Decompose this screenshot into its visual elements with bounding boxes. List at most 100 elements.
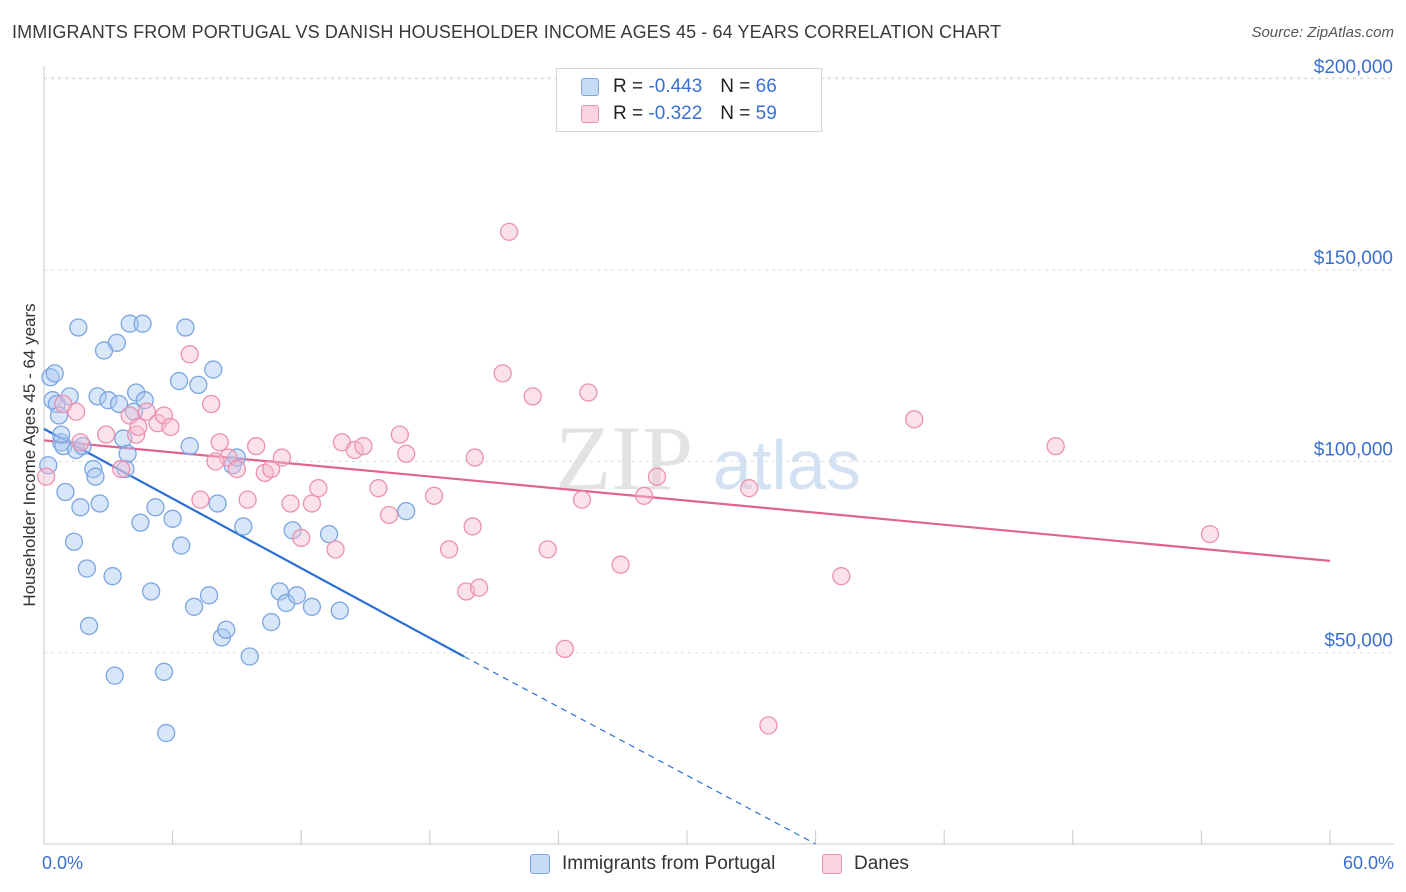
data-point-portugal <box>120 314 139 333</box>
data-point-danes <box>611 555 630 574</box>
data-point-portugal <box>184 597 204 616</box>
legend-swatch-portugal-bottom <box>530 854 550 874</box>
data-point-danes <box>180 345 199 364</box>
y-tick-labels: $50,000 $100,000 $150,000 $200,000 <box>1314 57 1393 652</box>
y-tick-label: $100,000 <box>1314 439 1393 460</box>
data-point-danes <box>424 486 444 505</box>
data-point-portugal <box>319 524 339 544</box>
legend-swatch-danes-bottom <box>822 854 842 874</box>
data-point-danes <box>634 486 654 505</box>
data-point-portugal <box>217 620 236 639</box>
y-tick-label: $200,000 <box>1314 57 1393 78</box>
data-point-portugal <box>208 494 227 513</box>
data-point-portugal <box>330 601 349 620</box>
data-point-portugal <box>154 662 174 681</box>
data-point-danes <box>379 505 399 525</box>
data-point-portugal <box>118 444 137 463</box>
legend-item-danes[interactable]: Danes <box>822 852 909 876</box>
data-point-portugal <box>103 567 122 586</box>
legend-item-portugal[interactable]: Immigrants from Portugal <box>530 852 775 876</box>
y-axis-label: Householder Income Ages 45 - 64 years <box>20 303 39 607</box>
data-point-danes <box>262 459 281 479</box>
data-point-danes <box>523 387 542 406</box>
data-point-portugal <box>146 498 165 517</box>
data-point-portugal <box>105 666 124 685</box>
data-point-danes <box>137 402 157 421</box>
data-point-portugal <box>116 459 135 479</box>
data-point-danes <box>1200 524 1220 544</box>
x-axis-min-label: 0.0% <box>42 853 84 873</box>
data-point-portugal <box>77 559 97 578</box>
data-point-danes <box>71 433 90 452</box>
data-point-danes <box>579 383 598 402</box>
data-point-portugal <box>88 387 107 406</box>
data-point-portugal <box>234 517 253 536</box>
data-point-danes <box>390 425 409 444</box>
data-point-portugal <box>172 536 191 555</box>
data-point-portugal <box>71 498 90 517</box>
data-point-danes <box>439 540 459 559</box>
data-point-portugal <box>131 513 150 532</box>
data-point-danes <box>463 517 482 536</box>
data-point-portugal <box>176 318 195 337</box>
data-point-portugal <box>86 467 105 486</box>
data-point-danes <box>154 406 174 425</box>
trend-lines <box>43 427 1331 845</box>
y-tick-label: $50,000 <box>1324 631 1393 652</box>
correlation-legend: R = -0.443 N = 66 R = -0.322 N = 59 <box>556 68 822 132</box>
data-point-danes <box>281 494 300 513</box>
watermark-atlas: atlas <box>713 426 861 504</box>
trend-line-portugal <box>43 427 465 658</box>
data-point-portugal <box>56 482 75 502</box>
legend-row-danes: R = -0.322 N = 59 <box>581 102 777 126</box>
data-point-danes <box>1046 436 1065 456</box>
data-point-danes <box>345 440 364 460</box>
trend-line-danes <box>43 439 1331 562</box>
data-point-portugal <box>240 647 259 666</box>
data-point-portugal <box>302 597 322 616</box>
data-point-danes <box>647 467 667 486</box>
legend-swatch-danes <box>581 105 599 123</box>
data-point-portugal <box>133 314 152 333</box>
data-point-danes <box>905 410 924 429</box>
data-point-danes <box>369 479 388 498</box>
legend-r-label: R = <box>613 103 644 124</box>
data-point-portugal <box>287 586 307 605</box>
data-point-danes <box>202 394 221 414</box>
data-point-danes <box>112 459 131 479</box>
data-point-danes <box>309 479 328 498</box>
legend-n-label: N = <box>720 76 751 97</box>
data-point-portugal <box>199 586 219 605</box>
data-point-danes <box>326 540 345 559</box>
data-point-danes <box>161 417 180 437</box>
data-point-danes <box>302 494 322 513</box>
data-point-danes <box>493 364 512 383</box>
data-point-danes <box>97 425 116 444</box>
data-point-danes <box>272 448 292 467</box>
data-point-portugal <box>135 391 154 410</box>
data-point-portugal <box>39 456 58 475</box>
data-point-portugal <box>142 582 161 601</box>
legend-n-value: 66 <box>755 76 777 97</box>
data-point-danes <box>210 433 229 452</box>
y-tick-label: $150,000 <box>1314 248 1393 269</box>
chart-title: IMMIGRANTS FROM PORTUGAL VS DANISH HOUSE… <box>12 22 1002 42</box>
data-point-danes <box>538 540 557 559</box>
legend-r-value: -0.443 <box>648 76 703 97</box>
data-point-portugal <box>270 582 289 601</box>
data-point-danes <box>238 490 257 509</box>
data-point-portugal <box>49 406 69 425</box>
data-point-portugal <box>107 333 127 352</box>
data-point-portugal <box>45 364 64 383</box>
legend-n-label: N = <box>720 103 751 124</box>
data-point-portugal <box>180 436 199 456</box>
data-point-danes <box>227 459 247 479</box>
watermark: ZIP atlas <box>555 407 861 509</box>
data-point-danes <box>465 448 484 467</box>
data-point-portugal <box>262 612 281 632</box>
data-point-portugal <box>157 723 176 743</box>
axes <box>43 66 1394 845</box>
data-point-danes <box>555 639 574 659</box>
data-point-portugal <box>109 394 129 414</box>
